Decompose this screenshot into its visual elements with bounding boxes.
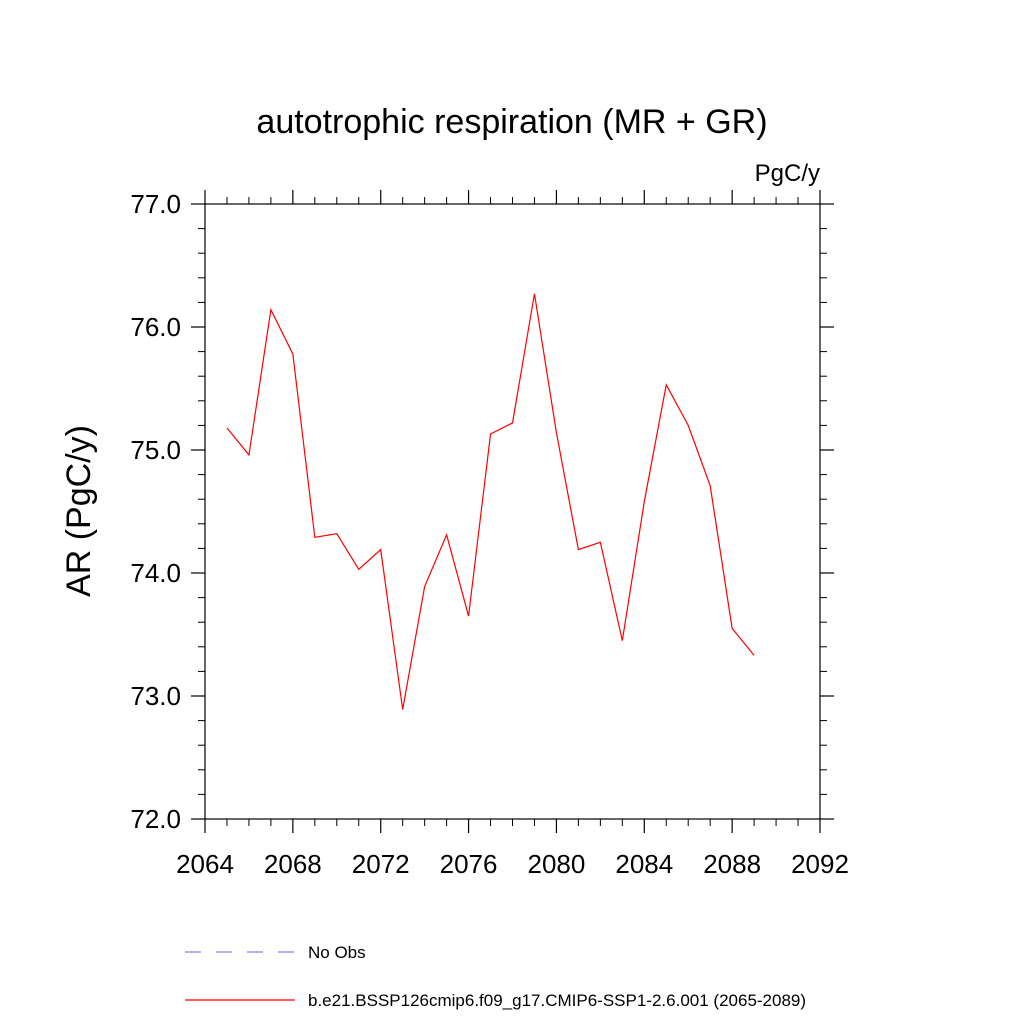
- x-tick-label: 2064: [176, 849, 234, 879]
- y-tick-label: 77.0: [130, 189, 181, 219]
- y-tick-label: 75.0: [130, 435, 181, 465]
- legend: No Obs b.e21.BSSP126cmip6.f09_g17.CMIP6-…: [185, 943, 806, 1010]
- y-tick-label: 76.0: [130, 312, 181, 342]
- y-tick-label: 72.0: [130, 804, 181, 834]
- x-tick-label: 2084: [615, 849, 673, 879]
- axis-ticks: [191, 190, 834, 833]
- x-tick-label: 2076: [440, 849, 498, 879]
- legend-label-no-obs: No Obs: [308, 943, 366, 962]
- series-line-0: [226, 293, 755, 710]
- y-axis-label: AR (PgC/y): [60, 425, 98, 597]
- data-series: [226, 293, 755, 710]
- legend-label-model-run: b.e21.BSSP126cmip6.f09_g17.CMIP6-SSP1-2.…: [308, 991, 806, 1010]
- y-tick-label: 73.0: [130, 681, 181, 711]
- tick-labels: 2064 2068 2072 2076 2080 2084 2088 2092 72.0 73.0…: [130, 189, 849, 879]
- plot-frame: [204, 203, 821, 820]
- units-label: PgC/y: [755, 160, 820, 187]
- x-tick-label: 2068: [264, 849, 322, 879]
- chart-title: autotrophic respiration (MR + GR): [256, 103, 767, 141]
- x-tick-label: 2092: [791, 849, 849, 879]
- x-tick-label: 2088: [703, 849, 761, 879]
- x-tick-label: 2080: [528, 849, 586, 879]
- x-tick-label: 2072: [352, 849, 410, 879]
- y-tick-label: 74.0: [130, 558, 181, 588]
